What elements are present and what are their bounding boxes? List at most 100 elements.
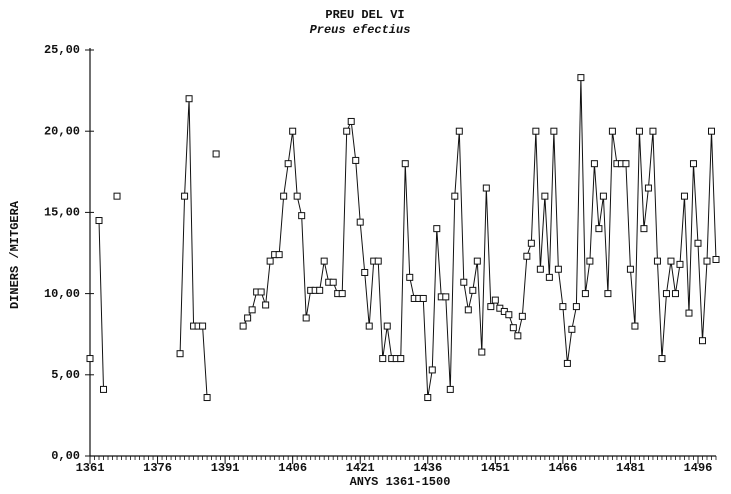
marker (662, 290, 670, 298)
marker (289, 127, 297, 135)
marker (577, 74, 585, 82)
line (98, 77, 717, 398)
marker (460, 278, 468, 286)
marker (275, 251, 283, 259)
marker (658, 355, 666, 363)
marker (694, 239, 702, 247)
marker (532, 127, 540, 135)
marker (703, 257, 711, 265)
marker (442, 293, 450, 301)
marker (685, 309, 693, 317)
marker (644, 184, 652, 192)
marker (347, 117, 355, 125)
marker (455, 127, 463, 135)
y-tick-label: 5,00 (51, 368, 80, 382)
marker (622, 160, 630, 168)
x-tick-label: 1481 (616, 461, 645, 475)
x-tick-label: 1406 (278, 461, 307, 475)
marker (505, 311, 513, 319)
marker (676, 260, 684, 268)
chart-subtitle: Preus efectius (310, 23, 411, 37)
marker (100, 385, 108, 393)
marker (653, 257, 661, 265)
marker (320, 257, 328, 265)
marker (203, 394, 211, 402)
marker (451, 192, 459, 200)
marker (383, 322, 391, 330)
marker (572, 303, 580, 311)
marker (568, 325, 576, 333)
marker (374, 257, 382, 265)
marker (482, 184, 490, 192)
marker (469, 286, 477, 294)
marker (176, 350, 184, 358)
y-tick-label: 10,00 (44, 287, 80, 301)
marker (428, 366, 436, 374)
marker (262, 301, 270, 309)
marker (487, 303, 495, 311)
marker (667, 257, 675, 265)
marker (419, 294, 427, 302)
marker (181, 192, 189, 200)
marker (608, 127, 616, 135)
marker (554, 265, 562, 273)
marker (649, 127, 657, 135)
y-tick-label: 15,00 (44, 206, 80, 220)
marker (284, 160, 292, 168)
marker (541, 192, 549, 200)
marker (473, 257, 481, 265)
marker (478, 348, 486, 356)
marker (527, 239, 535, 247)
marker (239, 322, 247, 330)
marker (631, 322, 639, 330)
marker (185, 95, 193, 103)
x-tick-label: 1391 (211, 461, 240, 475)
marker (257, 288, 265, 296)
marker (329, 278, 337, 286)
marker (707, 127, 715, 135)
x-tick-label: 1451 (481, 461, 510, 475)
y-tick-label: 25,00 (44, 43, 80, 57)
chart-title: PREU DEL VI (325, 8, 404, 22)
marker (518, 312, 526, 320)
marker (509, 324, 517, 332)
y-tick-label: 20,00 (44, 124, 80, 138)
marker (365, 322, 373, 330)
marker (248, 306, 256, 314)
marker (514, 332, 522, 340)
marker (401, 160, 409, 168)
marker (212, 150, 220, 158)
marker (397, 355, 405, 363)
marker (590, 160, 598, 168)
x-tick-label: 1376 (143, 461, 172, 475)
marker (356, 218, 364, 226)
marker (464, 306, 472, 314)
marker (604, 290, 612, 298)
marker (343, 127, 351, 135)
marker (298, 212, 306, 220)
marker (599, 192, 607, 200)
marker (293, 192, 301, 200)
marker (689, 160, 697, 168)
marker (698, 337, 706, 345)
x-tick-label: 1436 (413, 461, 442, 475)
marker (113, 192, 121, 200)
marker (446, 385, 454, 393)
marker (361, 268, 369, 276)
y-tick-label: 0,00 (51, 449, 80, 463)
marker (406, 273, 414, 281)
marker (302, 314, 310, 322)
marker (244, 314, 252, 322)
marker (635, 127, 643, 135)
marker (640, 225, 648, 233)
marker (626, 265, 634, 273)
x-tick-label: 1466 (548, 461, 577, 475)
marker (671, 290, 679, 298)
marker (424, 394, 432, 402)
marker (586, 257, 594, 265)
marker (712, 255, 720, 263)
marker (559, 303, 567, 311)
x-tick-label: 1421 (346, 461, 375, 475)
marker (563, 359, 571, 367)
marker (536, 265, 544, 273)
